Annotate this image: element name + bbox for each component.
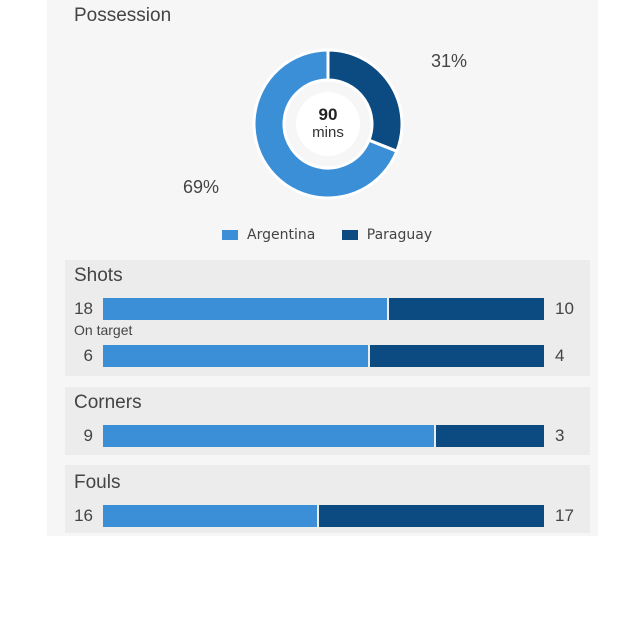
on-target-bar [103, 345, 544, 367]
fouls-bar [103, 505, 544, 527]
argentina-possession-label: 69% [183, 177, 220, 197]
fouls-paraguay-value: 17 [555, 506, 574, 525]
on-target-bar-paraguay [367, 345, 544, 367]
shots-row: 18 10 [65, 298, 590, 320]
corners-bar-argentina [103, 425, 434, 447]
corners-bar-paraguay [433, 425, 544, 447]
possession-title: Possession [74, 5, 172, 26]
match-stats-card: Possession 90 mins 31% 69% Argentina Par… [47, 0, 598, 536]
legend-item-paraguay: Paraguay [341, 227, 433, 243]
on-target-row: 6 4 [65, 345, 590, 367]
shots-argentina-value: 18 [74, 299, 93, 318]
corners-bar [103, 425, 544, 447]
on-target-label: On target [74, 322, 133, 338]
fouls-bar-argentina [103, 505, 317, 527]
legend-swatch-paraguay [341, 230, 358, 240]
shots-bar [103, 298, 544, 320]
corners-row: 9 3 [65, 425, 590, 447]
shots-bar-paraguay [386, 298, 544, 320]
shots-panel: Shots 18 10 On target 6 4 [65, 260, 590, 376]
legend-label-argentina: Argentina [247, 227, 316, 243]
donut-center [296, 92, 360, 156]
corners-argentina-value: 9 [83, 426, 93, 445]
shots-bar-argentina [103, 298, 387, 320]
fouls-title: Fouls [74, 472, 121, 493]
on-target-paraguay-value: 4 [555, 346, 565, 365]
center-value: 90 [319, 105, 338, 124]
fouls-bar-paraguay [316, 505, 544, 527]
center-unit: mins [312, 124, 344, 141]
legend-swatch-argentina [222, 230, 238, 240]
on-target-argentina-value: 6 [83, 346, 93, 365]
on-target-bar-argentina [103, 345, 368, 367]
legend-label-paraguay: Paraguay [366, 227, 433, 243]
shots-title: Shots [74, 265, 123, 286]
fouls-row: 16 17 [65, 505, 590, 527]
donut-slice-paraguay [326, 48, 404, 154]
corners-panel: Corners 9 3 [65, 387, 590, 455]
legend: Argentina Paraguay [222, 227, 454, 244]
shots-paraguay-value: 10 [555, 299, 574, 318]
fouls-panel: Fouls 16 17 [65, 465, 590, 533]
legend-item-argentina: Argentina [222, 227, 315, 243]
corners-paraguay-value: 3 [555, 426, 565, 445]
paraguay-possession-label: 31% [431, 51, 468, 71]
donut-slice-argentina [252, 48, 399, 200]
possession-donut-chart: 90 mins [252, 48, 404, 200]
fouls-argentina-value: 16 [74, 506, 93, 525]
corners-title: Corners [74, 392, 142, 413]
